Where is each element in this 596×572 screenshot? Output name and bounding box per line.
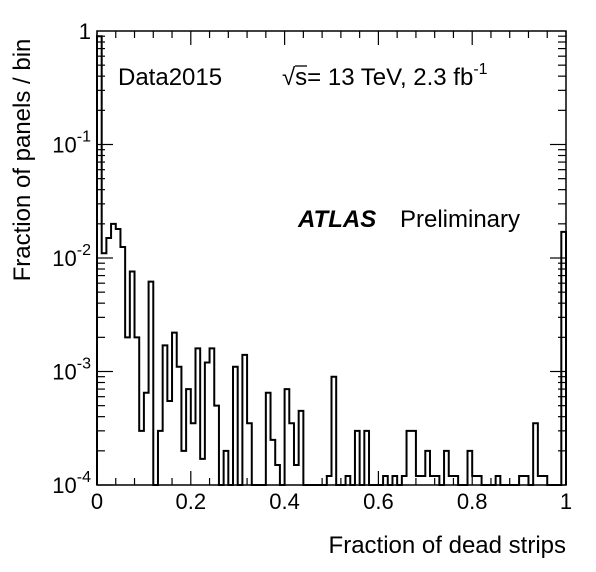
y-tick-exponent: -4 <box>77 469 91 486</box>
y-tick-base: 10 <box>52 473 76 498</box>
lumi-exponent: -1 <box>473 61 487 78</box>
y-tick-exponent: -3 <box>77 356 91 373</box>
energy-text: s= 13 TeV, 2.3 fb <box>295 64 473 91</box>
x-tick-label: 1 <box>560 489 572 514</box>
y-axis-tick-labels: 10-410-310-210-11 <box>52 19 91 498</box>
energy-label: √s= 13 TeV, 2.3 fb-1 <box>282 61 488 91</box>
sqrt-symbol: √ <box>282 64 296 91</box>
x-tick-label: 0.6 <box>363 489 394 514</box>
y-tick-label: 10-1 <box>52 129 91 158</box>
y-tick-base: 10 <box>52 133 76 158</box>
y-tick-exponent: -2 <box>77 242 91 259</box>
x-axis-ticks <box>96 31 567 485</box>
y-tick-exponent: -1 <box>77 129 91 146</box>
y-tick-base: 10 <box>52 246 76 271</box>
y-tick-base: 10 <box>52 360 76 385</box>
dataset-label: Data2015 <box>118 64 222 91</box>
x-tick-label: 0 <box>91 489 103 514</box>
y-tick-base: 1 <box>79 19 91 44</box>
x-tick-label: 0.4 <box>269 489 300 514</box>
x-axis-tick-labels: 0 0.2 0.4 0.6 0.8 1 <box>91 489 572 514</box>
preliminary-label: Preliminary <box>400 206 520 233</box>
x-axis-title: Fraction of dead strips <box>329 532 566 559</box>
y-tick-label: 10-4 <box>52 469 91 498</box>
y-tick-label: 1 <box>79 19 91 44</box>
y-tick-label: 10-3 <box>52 356 91 385</box>
x-tick-label: 0.2 <box>176 489 207 514</box>
atlas-label: ATLAS <box>297 206 376 233</box>
y-axis-title: Fraction of panels / bin <box>9 39 36 282</box>
histogram-series-line <box>96 35 567 486</box>
x-tick-label: 0.8 <box>457 489 488 514</box>
y-tick-label: 10-2 <box>52 242 91 271</box>
